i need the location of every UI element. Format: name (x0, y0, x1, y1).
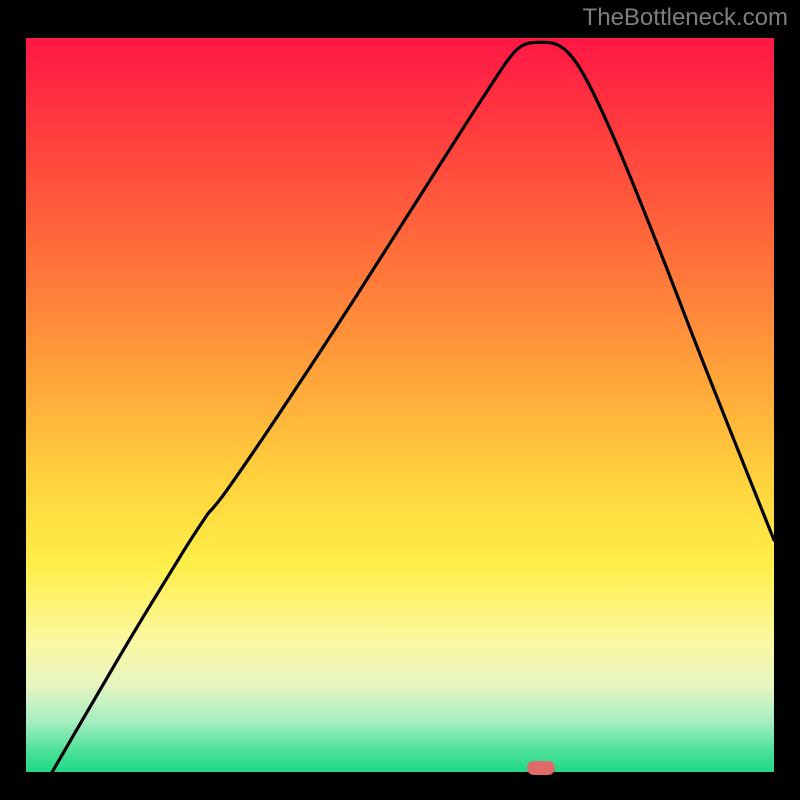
curve-end-marker (527, 761, 555, 775)
chart-frame: TheBottleneck.com (0, 0, 800, 800)
curve-path (52, 42, 774, 772)
bottleneck-curve (26, 38, 774, 772)
watermark-text: TheBottleneck.com (583, 4, 788, 32)
plot-area (26, 38, 774, 772)
